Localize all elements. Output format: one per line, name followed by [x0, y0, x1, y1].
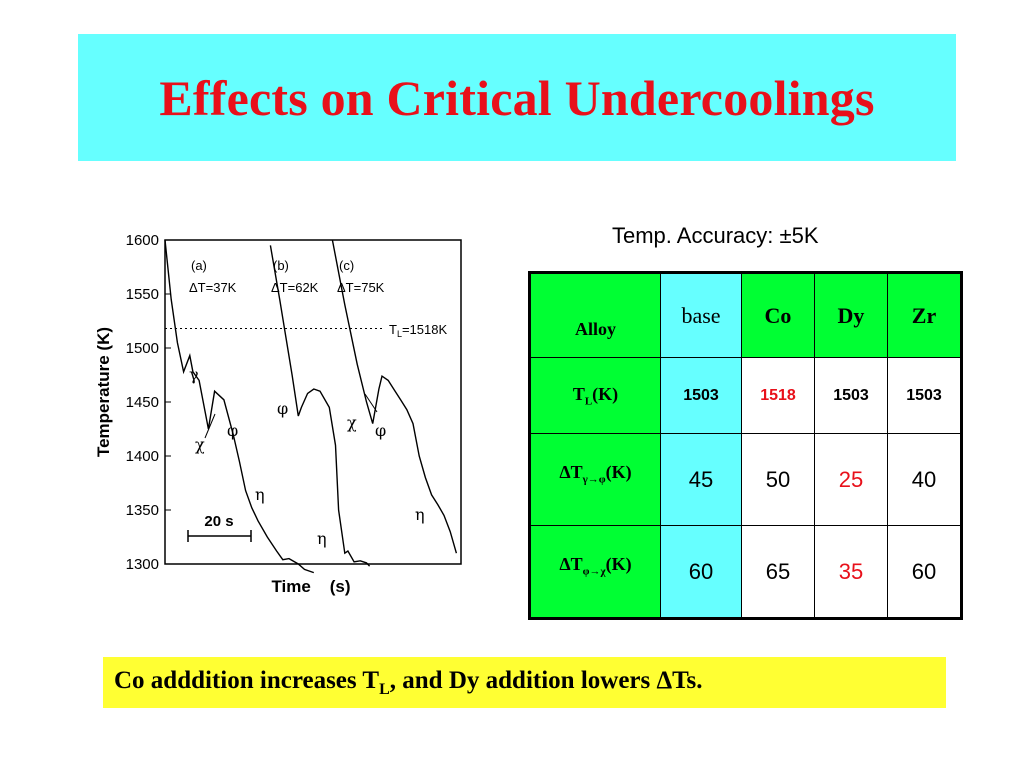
y-tick-label: 1550: [126, 286, 159, 303]
arrow-indicator: [364, 393, 378, 413]
cooling-curves-chart: 1600 1550 1500 1450 1400 1350 1300 Temperature…: [95, 232, 462, 596]
dt2-label-main: ΔT: [559, 553, 583, 574]
phase-label-gamma: γ: [189, 365, 199, 384]
phase-label-chi: χ: [195, 435, 205, 454]
y-tick-label: 1400: [126, 448, 159, 465]
table-row: TL(K) 1503 1518 1503 1503: [529, 357, 962, 434]
phase-label-chi: χ: [347, 413, 357, 432]
panel-dt-label: ΔT=75K: [337, 280, 385, 295]
cooling-curve: [269, 245, 371, 567]
tl-value-zr: 1503: [887, 357, 962, 434]
panel-id-label: (a): [191, 258, 207, 273]
alloy-header-cell: Alloy: [529, 272, 661, 358]
phase-label-eta: η: [415, 505, 425, 524]
dt1-label-main: ΔT: [559, 461, 583, 482]
col-header-base: base: [660, 272, 742, 358]
x-axis-label: Time (s): [271, 577, 350, 596]
cooling-curve: [331, 239, 458, 554]
tl-label-main: T: [572, 383, 585, 404]
slide-title: Effects on Critical Undercoolings: [159, 69, 875, 126]
panel-dt-label: ΔT=37K: [189, 280, 237, 295]
panel-id-label: (b): [273, 258, 289, 273]
dt2-value-co: 65: [741, 525, 815, 619]
table-row: ΔTφ→χ(K) 60 65 35 60: [529, 525, 962, 619]
dt1-label-unit: (K): [605, 461, 632, 482]
dt2-label-unit: (K): [605, 553, 632, 574]
conclusion-sub: L: [379, 680, 390, 698]
dt2-value-base: 60: [660, 525, 742, 619]
tl-label-sub: L: [584, 395, 593, 408]
dt2-value-zr: 60: [887, 525, 962, 619]
phase-label-eta: η: [317, 529, 327, 548]
liquidus-label-value: =1518K: [402, 322, 448, 337]
panel-id-label: (c): [339, 258, 354, 273]
conclusion-pre: Co adddition increases T: [114, 666, 380, 694]
panel-dt-label: ΔT=62K: [271, 280, 319, 295]
y-tick-label: 1350: [126, 502, 159, 519]
col-header-co: Co: [741, 272, 815, 358]
col-header-dy: Dy: [814, 272, 888, 358]
dt2-value-dy: 35: [814, 525, 888, 619]
liquidus-label: TL=1518K: [389, 322, 447, 339]
dt2-label-sub: φ→χ: [582, 565, 606, 578]
dt1-label-sub: γ→φ: [582, 473, 606, 486]
phase-label-eta: η: [255, 485, 265, 504]
y-tick-label: 1500: [126, 340, 159, 357]
tl-value-co: 1518: [741, 357, 815, 434]
col-header-zr: Zr: [887, 272, 962, 358]
conclusion-post: , and Dy addition lowers ΔTs.: [389, 666, 703, 694]
y-tick-label: 1300: [126, 556, 159, 573]
accuracy-note: Temp. Accuracy: ±5K: [612, 223, 819, 248]
title-banner: Effects on Critical Undercoolings: [78, 34, 956, 161]
dt-phi-chi-label: ΔTφ→χ(K): [529, 525, 661, 619]
alloy-label: Alloy: [574, 319, 616, 339]
cooling-curve: [164, 239, 315, 574]
table-row: Alloy base Co Dy Zr: [529, 272, 962, 358]
tl-value-dy: 1503: [814, 357, 888, 434]
y-tick-label: 1450: [126, 394, 159, 411]
phase-label-phi: φ: [227, 421, 238, 440]
scale-bar: 20 s: [187, 513, 252, 542]
plot-frame: [164, 239, 462, 565]
tl-value-base: 1503: [660, 357, 742, 434]
scale-bar-label: 20 s: [204, 513, 233, 530]
liquidus-label-sub: L: [397, 329, 402, 339]
alloy-table: Alloy base Co Dy Zr TL(K) 1503 1518 1503…: [528, 271, 963, 620]
dt1-value-co: 50: [741, 433, 815, 526]
y-tick-label: 1600: [126, 232, 159, 249]
y-axis-label: Temperature (K): [95, 327, 113, 457]
dt1-value-dy: 25: [814, 433, 888, 526]
tl-row-label: TL(K): [529, 357, 661, 434]
phase-label-phi: φ: [277, 399, 288, 418]
arrow-indicator: [204, 413, 216, 439]
table-row: ΔTγ→φ(K) 45 50 25 40: [529, 433, 962, 526]
phase-label-phi: φ: [375, 421, 386, 440]
dt-gamma-phi-label: ΔTγ→φ(K): [529, 433, 661, 526]
dt1-value-zr: 40: [887, 433, 962, 526]
tl-label-unit: (K): [592, 383, 619, 404]
dt1-value-base: 45: [660, 433, 742, 526]
conclusion-text: Co adddition increases TL, and Dy additi…: [114, 667, 703, 699]
liquidus-label-main: T: [389, 322, 397, 337]
conclusion-box: Co adddition increases TL, and Dy additi…: [103, 657, 946, 708]
